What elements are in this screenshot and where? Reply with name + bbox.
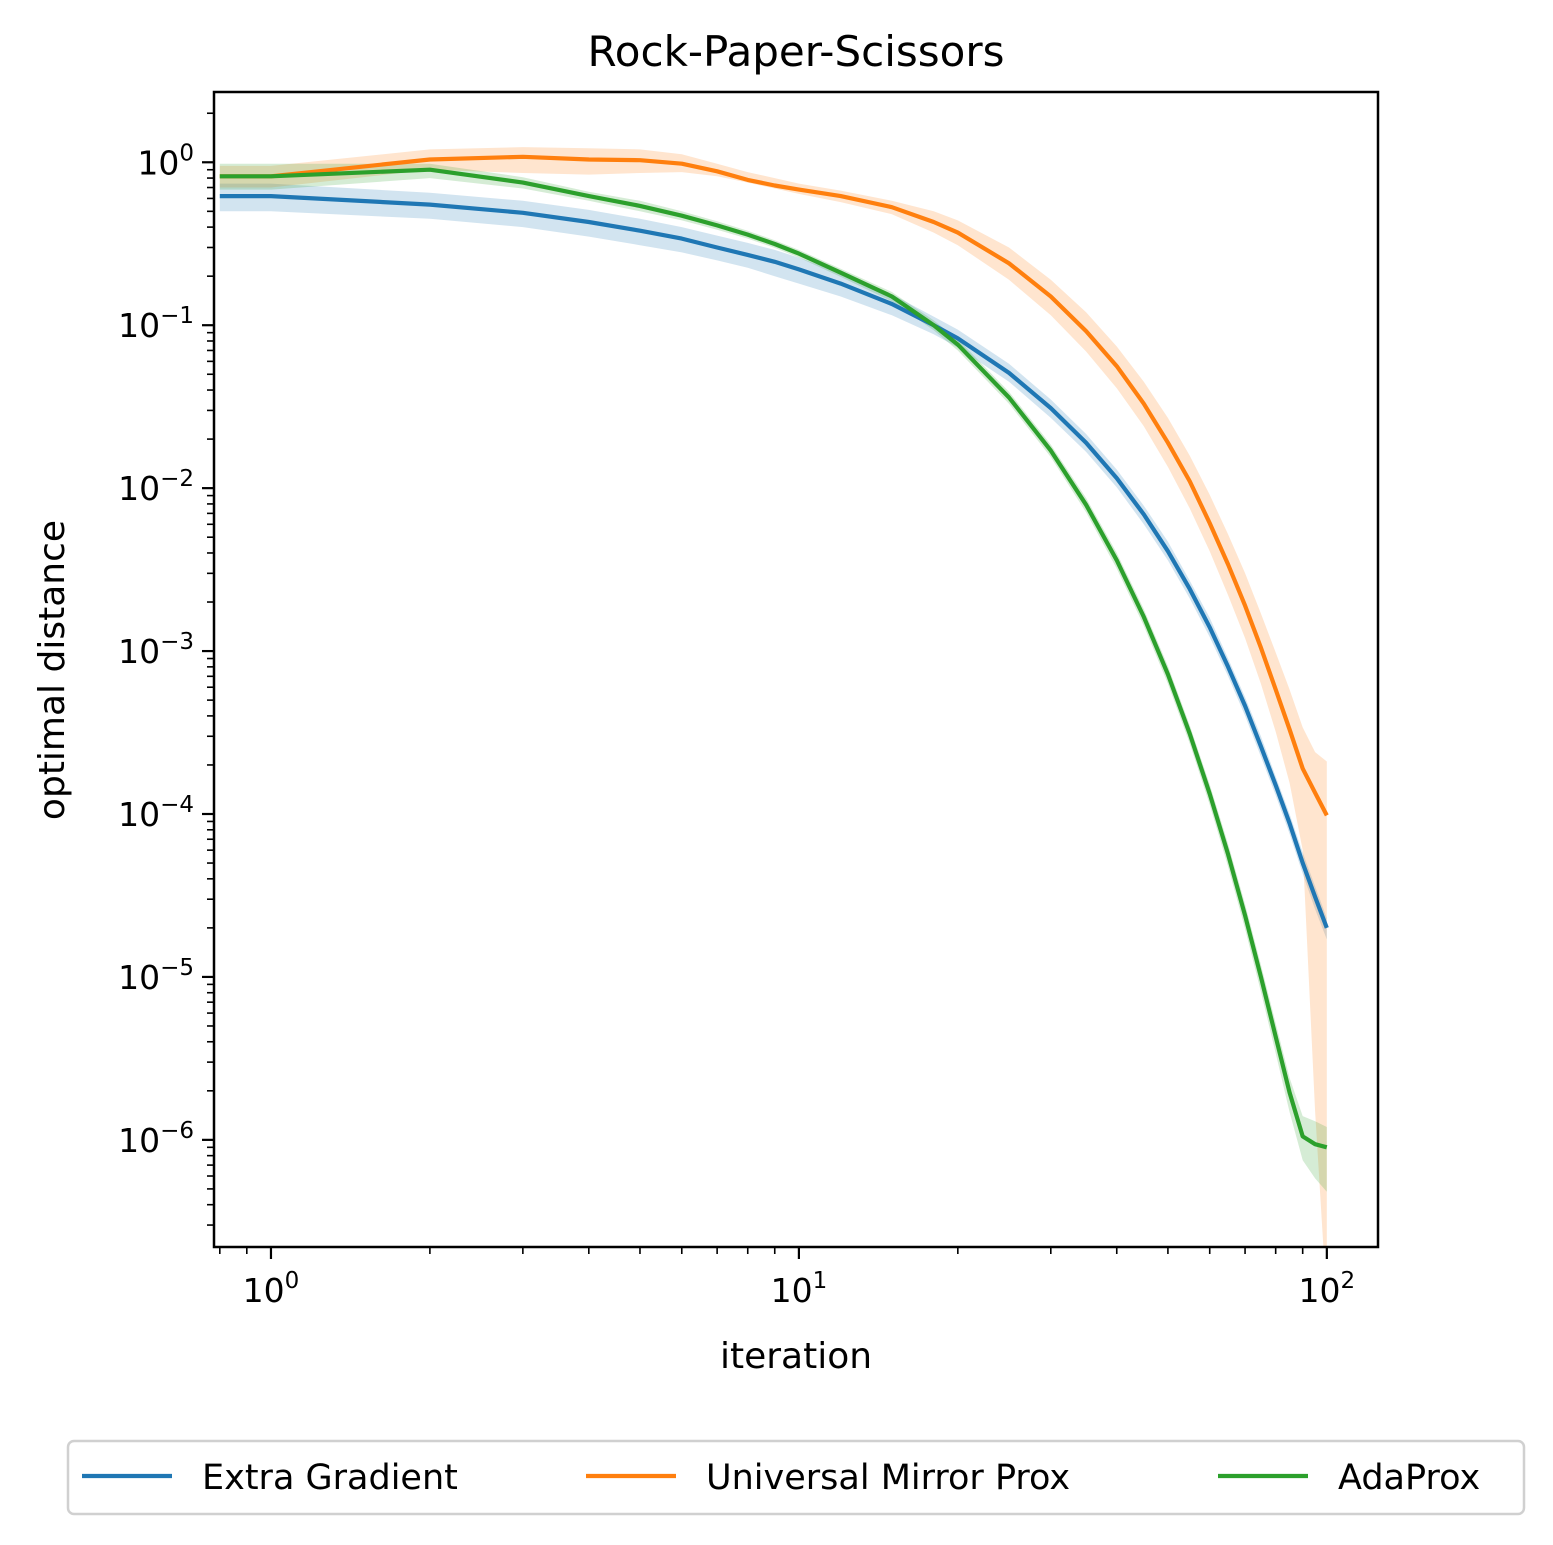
- legend: Extra Gradient Universal Mirror Prox AdaPr…: [66, 1439, 1526, 1516]
- x-axis: 100 101 102: [219, 1247, 1356, 1310]
- y-tick-label: 10−3: [118, 629, 194, 671]
- y-tick-label: 100: [137, 140, 194, 182]
- y-axis: 100 10−1 10−2 10−3 10−4 10−5 10−6: [118, 112, 214, 1226]
- extra-gradient-line: [219, 194, 1329, 929]
- y-tick-label: 10−5: [118, 955, 194, 997]
- confidence-bands: [219, 147, 1327, 1247]
- universal-mirror-prox-band: [219, 147, 1327, 1247]
- y-tick-label: 10−1: [118, 303, 194, 345]
- universal-mirror-prox-line: [219, 154, 1329, 817]
- legend-label-extra-gradient: Extra Gradient: [202, 1458, 458, 1498]
- chart-title: Rock-Paper-Scissors: [587, 27, 1004, 76]
- y-tick-label: 10−4: [118, 792, 194, 834]
- y-axis-label: optimal distance: [32, 520, 73, 820]
- legend-label-adaprox: AdaProx: [1338, 1458, 1480, 1498]
- plot-frame: [212, 90, 1380, 1249]
- extra-gradient-band: [219, 183, 1327, 940]
- x-tick-label: 100: [243, 1268, 300, 1310]
- series-lines: [219, 154, 1329, 1150]
- x-axis-label: iteration: [720, 1336, 872, 1377]
- y-tick-label: 10−6: [118, 1118, 194, 1160]
- adaprox-line: [219, 167, 1328, 1150]
- x-tick-label: 102: [1299, 1268, 1356, 1310]
- x-tick-label: 101: [771, 1268, 828, 1310]
- legend-frame: [66, 1439, 1526, 1516]
- legend-label-universal-mirror-prox: Universal Mirror Prox: [706, 1458, 1070, 1498]
- adaprox-band: [219, 163, 1327, 1192]
- y-tick-label: 10−2: [118, 466, 194, 508]
